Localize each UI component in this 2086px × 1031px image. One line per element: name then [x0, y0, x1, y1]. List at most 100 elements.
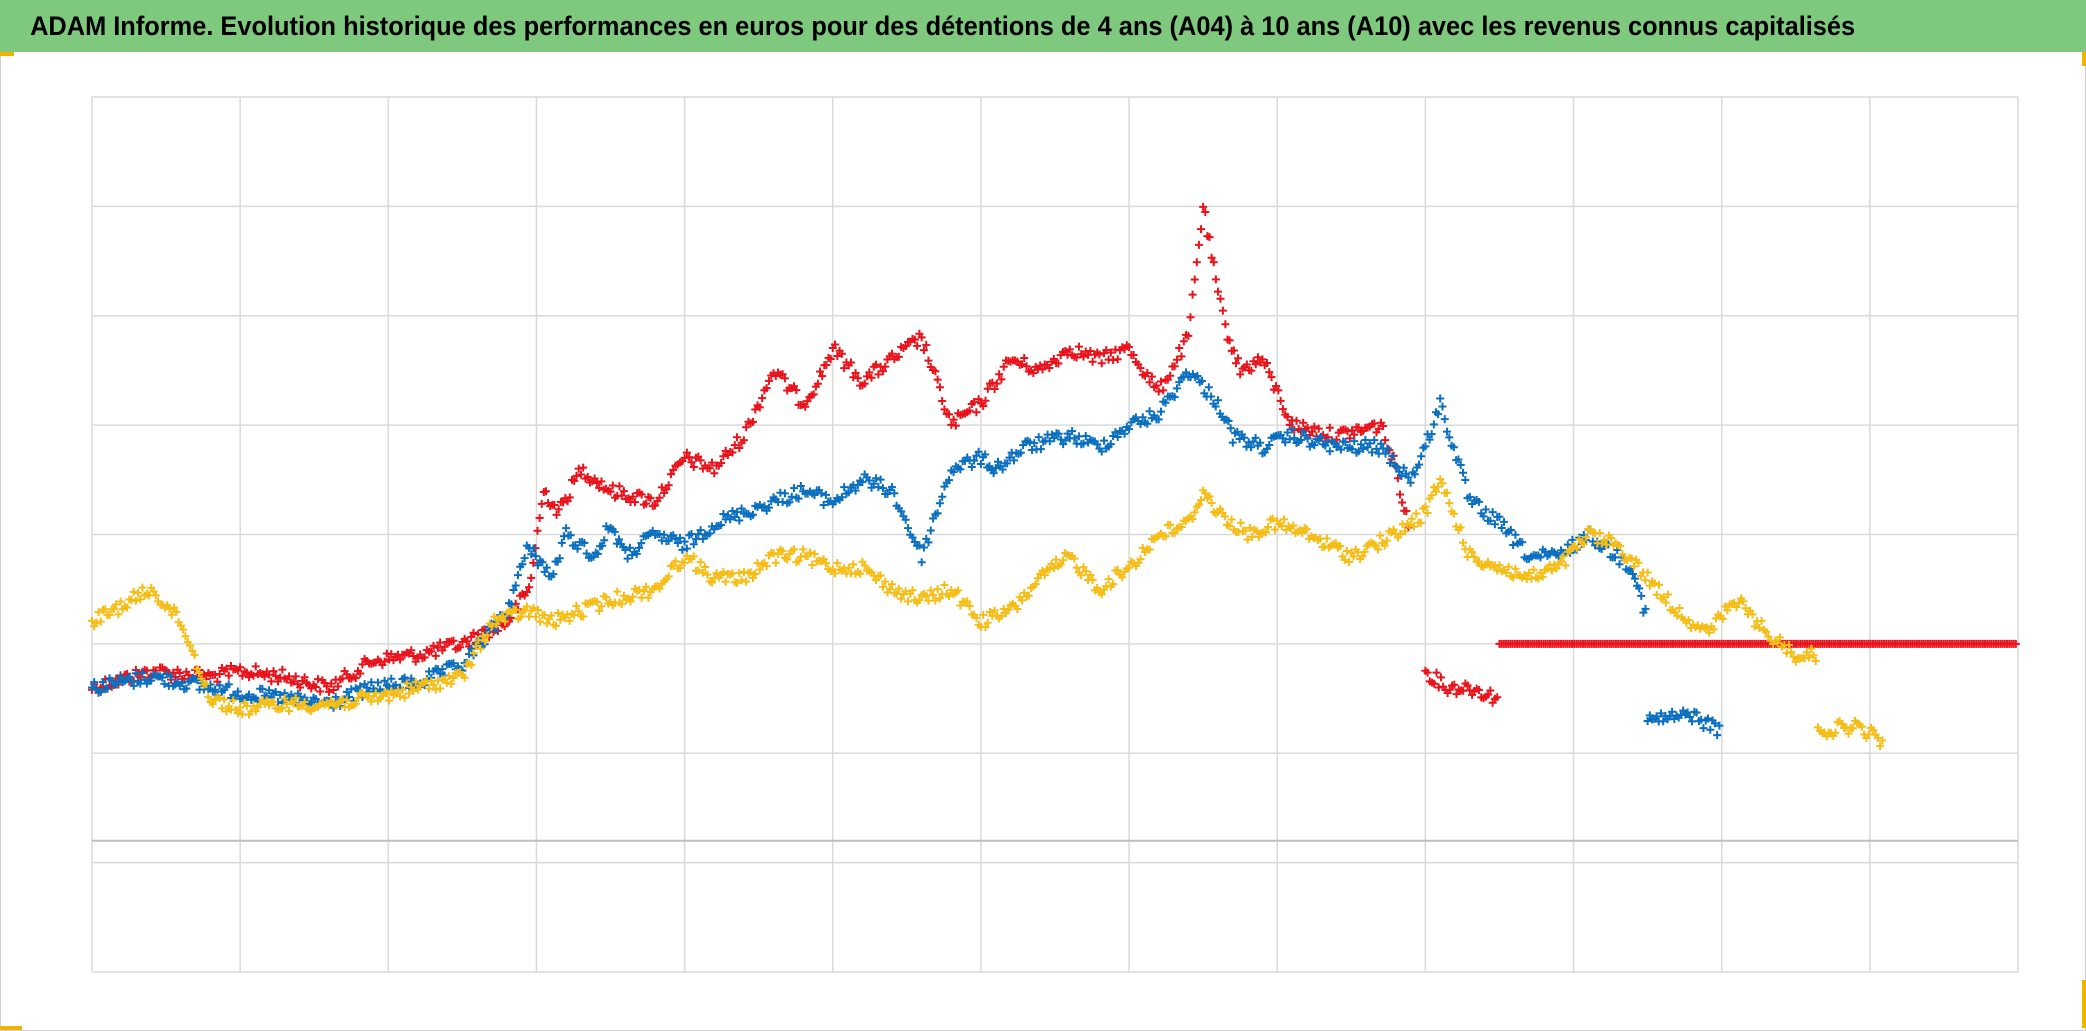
data-point — [1070, 434, 1079, 443]
data-point — [592, 598, 601, 607]
data-point — [220, 695, 229, 704]
data-point — [88, 683, 96, 692]
data-point — [576, 470, 585, 479]
data-point — [1161, 532, 1170, 541]
data-point — [945, 592, 954, 601]
data-point — [947, 586, 956, 595]
data-point — [673, 539, 682, 548]
data-point — [888, 580, 897, 589]
data-point — [1392, 462, 1401, 471]
data-point — [949, 415, 958, 424]
data-point — [1224, 417, 1233, 426]
data-point — [1205, 492, 1214, 501]
data-point — [1500, 517, 1509, 526]
data-point — [407, 674, 416, 683]
data-point — [840, 483, 849, 492]
data-point — [1207, 499, 1216, 508]
data-point — [380, 676, 389, 685]
data-markers — [88, 202, 2020, 751]
data-point — [1370, 436, 1379, 445]
data-point — [1251, 360, 1260, 369]
data-point — [972, 408, 981, 417]
data-point — [650, 501, 659, 510]
data-point — [981, 623, 990, 632]
data-point — [380, 657, 389, 666]
data-point — [989, 469, 998, 478]
data-point — [1372, 444, 1381, 453]
data-point — [598, 541, 607, 550]
data-point — [1156, 377, 1165, 386]
data-point — [342, 687, 351, 696]
data-point — [1190, 508, 1199, 517]
data-point — [1611, 553, 1620, 562]
data-point — [901, 587, 910, 596]
data-point — [278, 665, 287, 674]
data-point — [938, 396, 947, 405]
data-point — [201, 679, 210, 688]
data-point — [160, 679, 169, 688]
data-point — [972, 613, 981, 622]
data-point — [1231, 359, 1240, 368]
data-point — [657, 483, 666, 492]
data-point — [1247, 366, 1256, 375]
data-point — [1668, 707, 1677, 716]
data-point — [88, 616, 96, 625]
data-point — [387, 674, 396, 683]
data-point — [1262, 358, 1271, 367]
data-point — [1474, 685, 1483, 694]
data-point — [1283, 412, 1292, 421]
data-point — [687, 458, 696, 467]
data-point — [1762, 627, 1771, 636]
data-point — [878, 582, 887, 591]
data-point — [134, 588, 143, 597]
data-point — [778, 547, 787, 556]
data-point — [894, 584, 903, 593]
data-point — [822, 360, 831, 369]
data-point — [644, 593, 653, 602]
data-point — [1452, 690, 1461, 699]
data-point — [531, 552, 540, 561]
data-point — [1407, 514, 1416, 523]
data-point — [876, 475, 885, 484]
data-point — [1186, 313, 1195, 322]
data-point — [300, 697, 309, 706]
data-point — [1458, 538, 1467, 547]
data-point — [431, 651, 440, 660]
data-point — [540, 567, 549, 576]
data-point — [373, 678, 382, 687]
data-point — [542, 619, 551, 628]
data-point — [1197, 225, 1206, 234]
data-point — [606, 487, 615, 496]
data-point — [409, 686, 418, 695]
data-point — [1074, 432, 1083, 441]
data-point — [719, 509, 728, 518]
data-point — [917, 333, 926, 342]
data-point — [1118, 573, 1127, 582]
data-point — [762, 384, 771, 393]
data-point — [1360, 547, 1369, 556]
data-point — [224, 671, 233, 680]
data-point — [1243, 535, 1252, 544]
data-point — [1732, 603, 1741, 612]
data-point — [193, 676, 202, 685]
data-point — [116, 672, 125, 681]
data-point — [869, 479, 878, 488]
data-point — [844, 488, 853, 497]
data-point — [810, 550, 819, 559]
data-point — [1020, 353, 1029, 362]
data-point — [325, 687, 334, 696]
data-point — [429, 641, 438, 650]
data-point — [175, 668, 184, 677]
data-point — [1359, 444, 1368, 453]
data-point — [1427, 491, 1436, 500]
data-point — [719, 452, 728, 461]
data-point — [621, 545, 630, 554]
data-point — [1345, 434, 1354, 443]
data-point — [411, 678, 420, 687]
data-point — [1145, 407, 1154, 416]
data-point — [974, 447, 983, 456]
data-point — [1207, 392, 1216, 401]
data-point — [1068, 427, 1077, 436]
data-point — [1241, 526, 1250, 535]
data-point — [1225, 522, 1234, 531]
